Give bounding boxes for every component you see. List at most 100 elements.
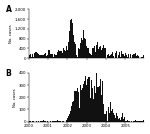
Bar bbox=[50, 53, 51, 58]
Bar bbox=[29, 55, 30, 58]
Bar bbox=[56, 121, 57, 122]
Bar bbox=[126, 55, 127, 58]
Bar bbox=[44, 121, 45, 122]
Bar bbox=[35, 52, 36, 58]
Bar bbox=[71, 106, 72, 122]
Bar bbox=[41, 55, 42, 58]
Bar bbox=[47, 55, 48, 58]
Bar bbox=[36, 121, 37, 122]
Bar bbox=[56, 55, 57, 58]
Bar bbox=[92, 48, 93, 58]
Bar bbox=[90, 54, 91, 58]
Bar bbox=[142, 121, 143, 122]
Bar bbox=[108, 55, 109, 58]
Bar bbox=[69, 31, 70, 58]
Bar bbox=[139, 121, 140, 122]
Bar bbox=[78, 49, 79, 58]
Bar bbox=[116, 113, 117, 122]
Bar bbox=[82, 92, 83, 122]
Bar bbox=[53, 121, 54, 122]
Bar bbox=[136, 121, 137, 122]
Bar bbox=[116, 51, 117, 58]
Bar bbox=[95, 52, 96, 58]
Bar bbox=[115, 55, 116, 58]
Bar bbox=[121, 51, 122, 58]
Bar bbox=[87, 48, 88, 58]
Y-axis label: No. cases: No. cases bbox=[13, 88, 17, 107]
Bar bbox=[40, 55, 41, 58]
Bar bbox=[86, 46, 87, 58]
Bar bbox=[77, 57, 78, 58]
Bar bbox=[67, 50, 68, 58]
Bar bbox=[63, 49, 64, 58]
Bar bbox=[138, 121, 139, 122]
Bar bbox=[142, 57, 143, 58]
Bar bbox=[78, 92, 79, 122]
Bar bbox=[104, 114, 105, 122]
Bar bbox=[96, 45, 97, 58]
Bar bbox=[88, 49, 89, 58]
Bar bbox=[70, 111, 71, 122]
Bar bbox=[72, 23, 73, 58]
Bar bbox=[91, 80, 92, 122]
Bar bbox=[101, 50, 102, 58]
Bar bbox=[103, 104, 104, 122]
Bar bbox=[134, 121, 135, 122]
Bar bbox=[101, 95, 102, 122]
Bar bbox=[48, 50, 49, 58]
Bar bbox=[143, 55, 144, 58]
Bar bbox=[94, 46, 95, 58]
Bar bbox=[129, 121, 130, 122]
Bar bbox=[119, 54, 120, 58]
Bar bbox=[77, 88, 78, 122]
Bar bbox=[75, 94, 76, 122]
Bar bbox=[46, 56, 47, 58]
Bar bbox=[118, 55, 119, 58]
Bar bbox=[45, 53, 46, 58]
Bar bbox=[65, 51, 66, 58]
Bar bbox=[111, 54, 112, 58]
Bar bbox=[54, 121, 55, 122]
Bar bbox=[33, 57, 34, 58]
Bar bbox=[85, 93, 86, 122]
Bar bbox=[53, 57, 54, 58]
Bar bbox=[131, 121, 132, 122]
Bar bbox=[31, 57, 32, 58]
Bar bbox=[57, 120, 58, 122]
Bar bbox=[118, 120, 119, 122]
Bar bbox=[32, 121, 33, 122]
Bar bbox=[75, 91, 76, 122]
Bar bbox=[51, 120, 52, 122]
Bar bbox=[141, 121, 142, 122]
Bar bbox=[133, 121, 134, 122]
Bar bbox=[85, 42, 86, 58]
Bar bbox=[113, 56, 114, 58]
Bar bbox=[122, 54, 123, 58]
Bar bbox=[123, 119, 124, 122]
Bar bbox=[112, 109, 113, 122]
Bar bbox=[79, 49, 80, 58]
Bar bbox=[138, 56, 139, 58]
Bar bbox=[115, 118, 116, 122]
Bar bbox=[106, 120, 107, 122]
Bar bbox=[105, 114, 106, 122]
Bar bbox=[112, 52, 113, 58]
Bar bbox=[42, 121, 43, 122]
Bar bbox=[137, 121, 138, 122]
Bar bbox=[61, 54, 62, 58]
Bar bbox=[73, 35, 74, 58]
Bar bbox=[80, 85, 81, 122]
Bar bbox=[30, 121, 31, 122]
Bar bbox=[126, 121, 127, 122]
Bar bbox=[128, 54, 129, 58]
Bar bbox=[84, 81, 85, 122]
Bar bbox=[123, 54, 124, 58]
Bar bbox=[47, 121, 48, 122]
Bar bbox=[124, 117, 125, 122]
Bar bbox=[74, 91, 75, 122]
Bar bbox=[55, 55, 56, 58]
Bar bbox=[93, 48, 94, 58]
Bar bbox=[135, 120, 136, 122]
Bar bbox=[87, 79, 88, 122]
Bar bbox=[99, 86, 100, 122]
